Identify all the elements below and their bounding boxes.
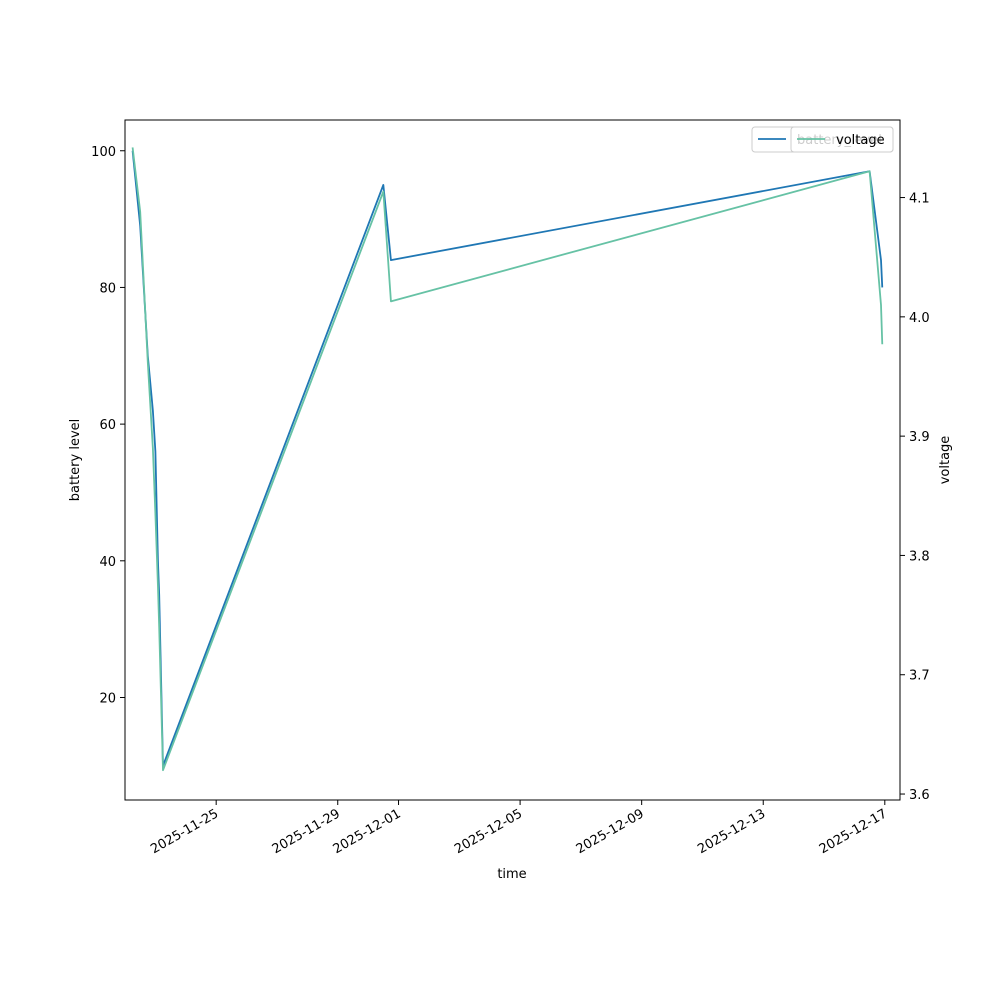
y-left-tick-label: 40 — [99, 555, 116, 570]
legend-voltage: voltage — [790, 126, 894, 153]
y-right-tick-label: 4.0 — [909, 311, 930, 326]
y-left-axis-label: battery level — [68, 419, 83, 502]
y-right-axis-label: voltage — [938, 436, 953, 485]
y-left-tick-label: 100 — [91, 145, 116, 160]
x-axis-label: time — [497, 867, 526, 882]
y-right-tick-label: 3.7 — [909, 669, 930, 684]
y-left-tick-label: 20 — [99, 691, 116, 706]
legend-box — [790, 126, 894, 153]
y-left-tick-label: 80 — [99, 281, 116, 296]
plot-frame — [124, 119, 901, 801]
legend-label-voltage: voltage — [836, 133, 885, 148]
y-right-tick-label: 4.1 — [909, 192, 930, 207]
y-left-tick-label: 60 — [99, 418, 116, 433]
y-right-tick-label: 3.6 — [909, 788, 930, 803]
y-right-tick-label: 3.8 — [909, 549, 930, 564]
series-line-voltage — [131, 147, 884, 772]
y-right-tick-label: 3.9 — [909, 430, 930, 445]
